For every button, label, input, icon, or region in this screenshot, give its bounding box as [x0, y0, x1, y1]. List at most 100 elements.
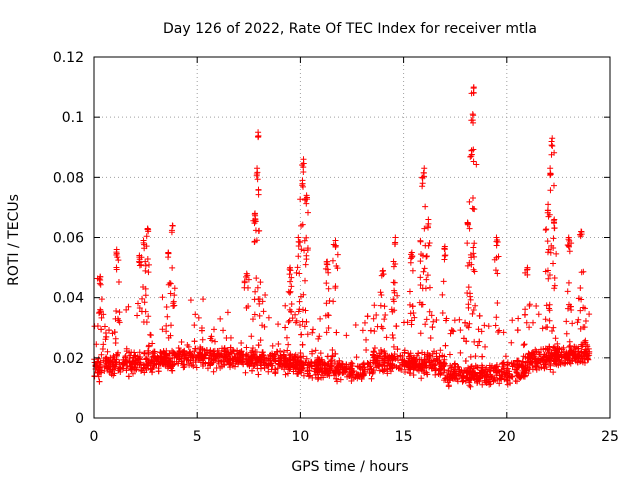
data-point [572, 354, 579, 361]
data-point [390, 296, 397, 303]
data-point [426, 359, 433, 366]
data-point [125, 373, 132, 380]
data-point [140, 284, 147, 291]
data-point [381, 359, 388, 366]
data-point [419, 183, 426, 190]
data-point [373, 357, 380, 364]
data-point [406, 353, 413, 360]
data-point [470, 146, 477, 153]
data-point [523, 319, 530, 326]
data-point [411, 314, 418, 321]
data-point [142, 308, 149, 315]
data-point [291, 363, 298, 370]
data-point [467, 353, 474, 360]
data-point [332, 237, 339, 244]
data-point [500, 359, 507, 366]
data-point [576, 352, 583, 359]
data-point [143, 367, 150, 374]
data-point [582, 337, 589, 344]
data-point [550, 369, 557, 376]
data-point [446, 351, 453, 358]
data-point [284, 370, 291, 377]
data-point [113, 266, 120, 273]
data-point [306, 367, 313, 374]
data-point [380, 271, 387, 278]
data-point [493, 242, 500, 249]
data-point [417, 330, 424, 337]
data-point [160, 348, 167, 355]
data-point [483, 372, 490, 379]
data-point [142, 292, 149, 299]
data-point [410, 310, 417, 317]
data-point [449, 375, 456, 382]
data-point [178, 355, 185, 362]
data-point [221, 348, 228, 355]
data-point [436, 366, 443, 373]
data-point [149, 340, 156, 347]
data-point [493, 361, 500, 368]
data-point [474, 342, 481, 349]
data-point [315, 335, 322, 342]
data-point [470, 306, 477, 313]
data-point [479, 381, 486, 388]
x-tick-label: 25 [601, 429, 619, 445]
data-point [306, 362, 313, 369]
data-point [548, 328, 555, 335]
data-point [147, 331, 154, 338]
data-point [136, 256, 143, 263]
data-point [181, 361, 188, 368]
data-point [504, 365, 511, 372]
data-point [312, 365, 319, 372]
data-point [333, 329, 340, 336]
data-point [567, 303, 574, 310]
data-point [514, 327, 521, 334]
data-point [371, 302, 378, 309]
data-point [273, 348, 280, 355]
data-point [163, 304, 170, 311]
data-point [261, 364, 268, 371]
data-point [300, 291, 307, 298]
data-point [359, 327, 366, 334]
data-point [244, 284, 251, 291]
data-point [193, 354, 200, 361]
data-point [123, 367, 130, 374]
data-point [303, 234, 310, 241]
data-point [106, 327, 113, 334]
data-point [533, 364, 540, 371]
data-point [508, 339, 515, 346]
data-point [566, 357, 573, 364]
data-point [382, 352, 389, 359]
data-point [215, 360, 222, 367]
data-point [178, 339, 185, 346]
data-point [101, 323, 108, 330]
data-point [586, 311, 593, 318]
data-point [259, 322, 266, 329]
data-point [420, 169, 427, 176]
data-point [521, 341, 528, 348]
data-point [329, 346, 336, 353]
data-point [558, 354, 565, 361]
data-point [456, 366, 463, 373]
data-point [285, 288, 292, 295]
data-point [293, 269, 300, 276]
data-point [367, 327, 374, 334]
data-point [318, 374, 325, 381]
data-point [142, 355, 149, 362]
data-point [353, 354, 360, 361]
data-point [275, 340, 282, 347]
data-point [501, 370, 508, 377]
data-point [569, 320, 576, 327]
data-point [298, 359, 305, 366]
data-point [344, 373, 351, 380]
data-point [545, 275, 552, 282]
data-point [469, 195, 476, 202]
data-point [253, 237, 260, 244]
y-tick-label: 0.12 [53, 50, 84, 66]
data-point [136, 305, 143, 312]
data-point [363, 346, 370, 353]
data-point [265, 361, 272, 368]
data-point [547, 249, 554, 256]
data-point [361, 366, 368, 373]
data-point [252, 288, 259, 295]
data-point [392, 260, 399, 267]
